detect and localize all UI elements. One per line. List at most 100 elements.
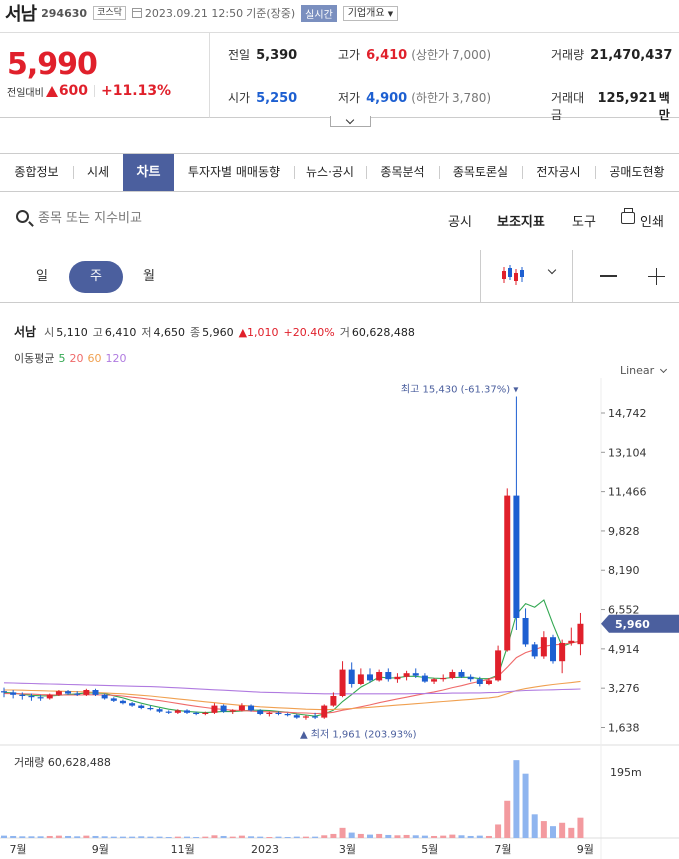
- stat-value: 125,921: [597, 91, 657, 106]
- candle-body: [394, 676, 401, 680]
- candle-body: [92, 690, 99, 695]
- volume-bar: [74, 836, 81, 838]
- volume-tick-label: 195m: [610, 766, 642, 779]
- tab-analysis[interactable]: 종목분석: [366, 154, 439, 191]
- tab-short-selling[interactable]: 공매도현황: [595, 154, 679, 191]
- zoom-out-icon[interactable]: [600, 275, 617, 277]
- candle-body: [559, 642, 566, 662]
- company-info-label: 기업개요: [347, 7, 385, 19]
- divider: [480, 250, 481, 302]
- price-change: 전일대비 600 +11.13%: [7, 83, 171, 99]
- legend-high: 6,410: [104, 326, 137, 339]
- ma-line-120: [3, 682, 581, 695]
- price-panel: 5,990 전일대비 600 +11.13%: [0, 32, 209, 118]
- period-month[interactable]: 월: [143, 269, 155, 284]
- volume-bar: [10, 835, 17, 838]
- candle-body: [202, 712, 209, 714]
- chevron-down-icon[interactable]: [659, 365, 668, 374]
- volume-bar: [229, 836, 236, 838]
- candlestick-icon[interactable]: [500, 264, 526, 286]
- candle-body: [1, 691, 7, 693]
- tools-button[interactable]: 도구: [572, 215, 596, 230]
- volume-bar: [193, 836, 200, 838]
- stat-value: 21,470,437: [590, 48, 673, 63]
- candle-body: [485, 680, 492, 684]
- legend-volume: 60,628,488: [351, 326, 415, 339]
- candle-body: [174, 710, 181, 713]
- candle-body: [293, 715, 300, 718]
- volume-bar: [467, 835, 474, 838]
- printer-icon[interactable]: [621, 208, 635, 224]
- tab-news[interactable]: 뉴스·공시: [294, 154, 366, 191]
- candle-body: [376, 672, 383, 681]
- candle-body: [110, 698, 117, 701]
- candle-body: [55, 691, 62, 695]
- tab-quotes[interactable]: 시세: [73, 154, 123, 191]
- volume-bar: [293, 836, 300, 838]
- tab-overview[interactable]: 종합정보: [14, 165, 59, 179]
- y-tick-label: 6,552: [608, 604, 640, 617]
- stat-sub-label: (하한가: [411, 91, 450, 105]
- candle-body: [119, 700, 126, 704]
- volume-bar: [559, 822, 566, 838]
- stat-value: 6,410: [366, 48, 408, 63]
- market-badge: 코스닥: [93, 6, 126, 20]
- ma-label: 이동평균: [14, 352, 55, 365]
- candle-body: [321, 705, 328, 718]
- print-button[interactable]: 인쇄: [640, 215, 664, 230]
- realtime-button[interactable]: 실시간: [301, 4, 337, 22]
- ma-line-20: [4, 640, 581, 715]
- period-week[interactable]: 주: [69, 261, 123, 293]
- search-icon[interactable]: [16, 210, 29, 223]
- ma-5[interactable]: 5: [58, 352, 66, 365]
- ma-20[interactable]: 20: [69, 352, 84, 365]
- legend-low: 4,650: [153, 326, 185, 339]
- tab-forum[interactable]: 종목토론실: [439, 154, 522, 191]
- price-chart[interactable]: 14,742 13,104 11,466 9,828 8,190 6,552 4,914 3,…: [0, 378, 679, 859]
- volume-bar: [339, 827, 346, 838]
- moving-average-legend: 이동평균 5 20 60 120: [14, 350, 130, 366]
- expand-toggle[interactable]: [330, 116, 371, 127]
- stat-label: 시가: [228, 91, 251, 105]
- volume-bar: [367, 834, 373, 838]
- volume-bar: [92, 835, 99, 838]
- x-tick-label: 11월: [171, 843, 195, 856]
- volume-bar: [376, 833, 383, 838]
- y-tick-label: 1,638: [608, 721, 640, 734]
- indicator-button[interactable]: 보조지표: [497, 215, 545, 230]
- disclosure-link[interactable]: 공시: [448, 215, 472, 230]
- stock-name: 서남: [5, 4, 37, 25]
- scale-mode-select[interactable]: Linear: [620, 364, 655, 377]
- ma-60[interactable]: 60: [87, 352, 102, 365]
- tab-investors[interactable]: 투자자별 매매동향: [187, 165, 281, 179]
- volume-bar: [202, 836, 209, 838]
- volume-bar: [174, 836, 181, 838]
- calendar-icon: [131, 8, 142, 18]
- legend-change: ▲1,010: [238, 326, 279, 339]
- candle-body: [28, 696, 35, 698]
- quote-datetime: 2023.09.21 12:50: [144, 6, 244, 20]
- candle-body: [37, 697, 44, 699]
- volume-legend: 거래량 60,628,488: [14, 756, 111, 769]
- period-day[interactable]: 일: [36, 269, 48, 284]
- candle-body: [266, 712, 273, 714]
- ma-120[interactable]: 120: [105, 352, 127, 365]
- y-tick-label: 4,914: [608, 643, 640, 656]
- volume-bar: [321, 835, 328, 838]
- chevron-down-icon: ▼: [387, 9, 394, 18]
- tab-chart[interactable]: 차트: [123, 154, 174, 191]
- zoom-in-icon[interactable]: [648, 268, 665, 285]
- candle-body: [165, 711, 172, 713]
- volume-bar: [275, 836, 282, 838]
- candle-body: [220, 705, 227, 712]
- volume-bar: [449, 834, 456, 838]
- volume-bar: [421, 835, 428, 838]
- candle-body: [348, 669, 355, 684]
- tab-disclosure[interactable]: 전자공시: [522, 154, 595, 191]
- company-info-dropdown[interactable]: 기업개요 ▼: [342, 5, 399, 21]
- volume-bar: [330, 833, 337, 838]
- stat-open: 시가 5,250: [228, 89, 297, 106]
- compare-search-input[interactable]: [38, 208, 238, 228]
- volume-bar: [238, 835, 245, 838]
- y-tick-label: 9,828: [608, 525, 640, 538]
